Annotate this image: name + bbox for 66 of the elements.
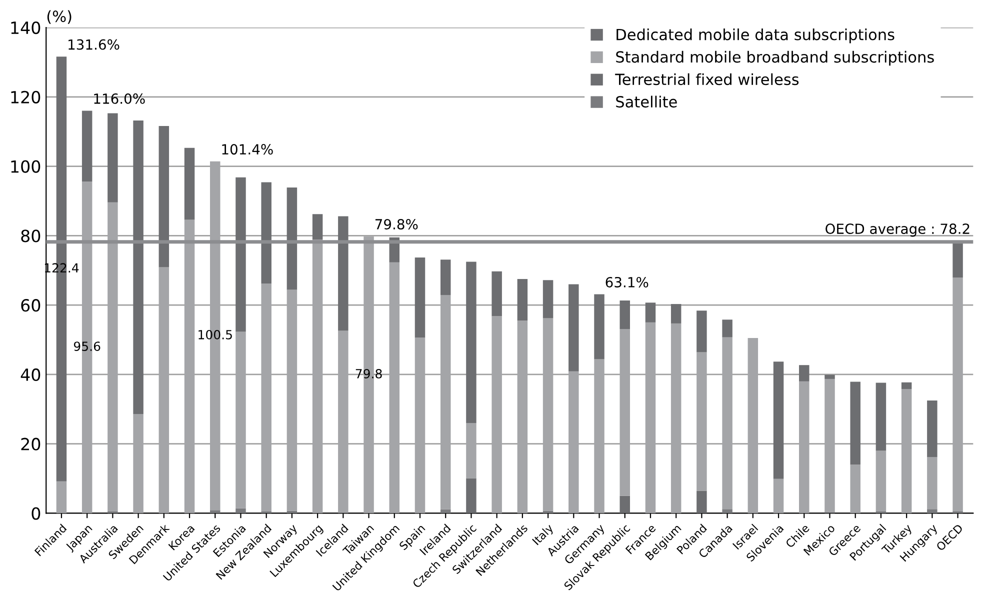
bar [670, 304, 682, 324]
bar [108, 113, 118, 202]
y-tick-label: 120 [11, 90, 40, 104]
bar [466, 262, 476, 424]
bar [927, 509, 938, 514]
bar [876, 382, 886, 451]
data-label: 95.6 [74, 342, 100, 352]
bar [773, 362, 784, 479]
bar [542, 280, 554, 318]
bar [158, 126, 170, 268]
bar [620, 496, 630, 514]
bar [568, 284, 579, 372]
y-axis-title: (%) [47, 10, 72, 24]
legend-label: Dedicated mobile data subscriptions [616, 28, 894, 44]
annotation: 131.6% [68, 39, 120, 50]
bar [722, 320, 732, 338]
bar [799, 365, 810, 382]
annotation: 79.8% [375, 219, 418, 230]
y-tick-label: 40 [20, 368, 40, 382]
bar [414, 258, 426, 338]
bar [594, 294, 604, 360]
legend-label: Satellite [616, 96, 677, 108]
bar [82, 110, 92, 182]
data-label: 79.8 [356, 368, 382, 378]
bar [312, 214, 323, 240]
bar [133, 120, 144, 414]
annotation: 116.0% [94, 93, 145, 104]
bar [620, 300, 630, 330]
y-tick-label: 140 [11, 21, 40, 34]
bar [901, 382, 912, 390]
y-tick-label: 100 [11, 160, 40, 173]
bar [876, 450, 886, 512]
bar [927, 400, 938, 458]
annotation: 101.4% [222, 144, 273, 155]
bar [850, 464, 860, 514]
bar [236, 177, 246, 332]
legend-label: Standard mobile broadband subscriptions [616, 50, 934, 66]
bar [952, 242, 963, 278]
bar [184, 148, 195, 220]
bar [492, 271, 502, 316]
bar [210, 510, 220, 514]
bar [338, 216, 348, 331]
y-tick-label: 20 [21, 438, 40, 450]
bar [824, 374, 835, 379]
legend-label: Terrestrial fixed wireless [615, 73, 799, 86]
bar [440, 260, 451, 295]
y-tick-label: 60 [21, 299, 40, 312]
bar [773, 478, 784, 514]
bar [56, 481, 67, 514]
data-label: 100.5 [198, 330, 232, 340]
bar [466, 478, 476, 514]
bar [850, 382, 860, 465]
y-tick-label: 0 [32, 507, 40, 520]
bar [517, 279, 528, 321]
bar [722, 509, 732, 514]
annotation: 63.1% [606, 276, 648, 288]
bar [696, 310, 707, 352]
bar [927, 457, 938, 510]
bar [261, 182, 272, 284]
bar [286, 187, 298, 290]
bar [440, 509, 451, 514]
y-tick-label: 80 [21, 230, 40, 242]
bar [236, 508, 246, 514]
ref-line-label: OECD average : 78.2 [826, 224, 970, 237]
bar [696, 490, 707, 514]
bar [645, 302, 656, 322]
